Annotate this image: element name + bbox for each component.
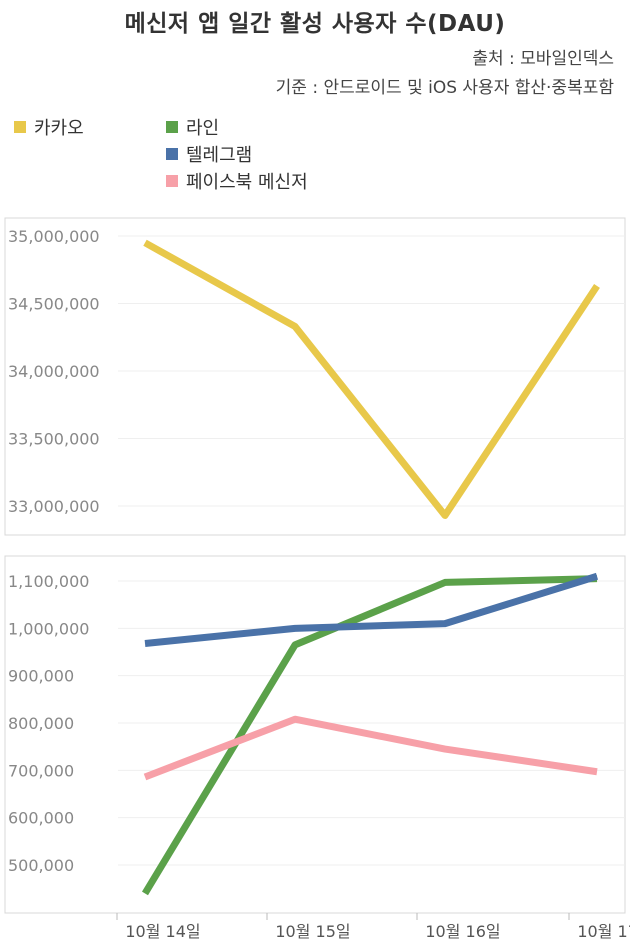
y-tick-label: 700,000 bbox=[8, 761, 74, 780]
chart-title: 메신저 앱 일간 활성 사용자 수(DAU) bbox=[124, 11, 506, 37]
legend-swatch-line bbox=[166, 121, 178, 133]
legend-item-facebook: 페이스북 메신저 bbox=[166, 168, 308, 194]
y-tick-label: 1,100,000 bbox=[8, 572, 89, 591]
legend-label-line: 라인 bbox=[186, 118, 220, 139]
series-line-0-0 bbox=[143, 239, 600, 519]
x-tick-label: 10월 17일 bbox=[577, 922, 630, 941]
y-tick-label: 35,000,000 bbox=[8, 227, 100, 246]
y-tick-label: 800,000 bbox=[8, 714, 74, 733]
x-tick-label: 10월 16일 bbox=[425, 922, 500, 941]
y-tick-label: 34,500,000 bbox=[8, 295, 100, 314]
legend-label-kakao: 카카오 bbox=[34, 118, 84, 139]
panel-frame-0 bbox=[4, 217, 626, 536]
legend-swatch-facebook bbox=[166, 175, 178, 187]
y-tick-label: 34,000,000 bbox=[8, 362, 100, 381]
legend-item-telegram: 텔레그램 bbox=[166, 141, 252, 167]
legend-item-kakao: 카카오 bbox=[14, 114, 84, 140]
basis-note: 기준 : 안드로이드 및 iOS 사용자 합산·중복포함 bbox=[275, 78, 614, 98]
x-tick-label: 10월 14일 bbox=[125, 922, 200, 941]
legend-label-telegram: 텔레그램 bbox=[186, 145, 253, 166]
legend-swatch-kakao bbox=[14, 121, 26, 133]
y-tick-label: 33,000,000 bbox=[8, 497, 100, 516]
legend-swatch-telegram bbox=[166, 148, 178, 160]
y-tick-label: 600,000 bbox=[8, 809, 74, 828]
y-tick-label: 1,000,000 bbox=[8, 619, 89, 638]
series-line-1-1 bbox=[144, 572, 599, 647]
source-note: 출처 : 모바일인덱스 bbox=[472, 49, 614, 69]
x-tick-label: 10월 15일 bbox=[275, 922, 350, 941]
series-line-1-0 bbox=[142, 575, 598, 896]
legend-item-line: 라인 bbox=[166, 114, 219, 140]
y-tick-label: 33,500,000 bbox=[8, 430, 100, 449]
legend-label-facebook: 페이스북 메신저 bbox=[186, 172, 308, 193]
y-tick-label: 500,000 bbox=[8, 856, 74, 875]
panel-frame-1 bbox=[4, 555, 626, 914]
series-line-1-2 bbox=[143, 715, 598, 781]
y-tick-label: 900,000 bbox=[8, 667, 74, 686]
